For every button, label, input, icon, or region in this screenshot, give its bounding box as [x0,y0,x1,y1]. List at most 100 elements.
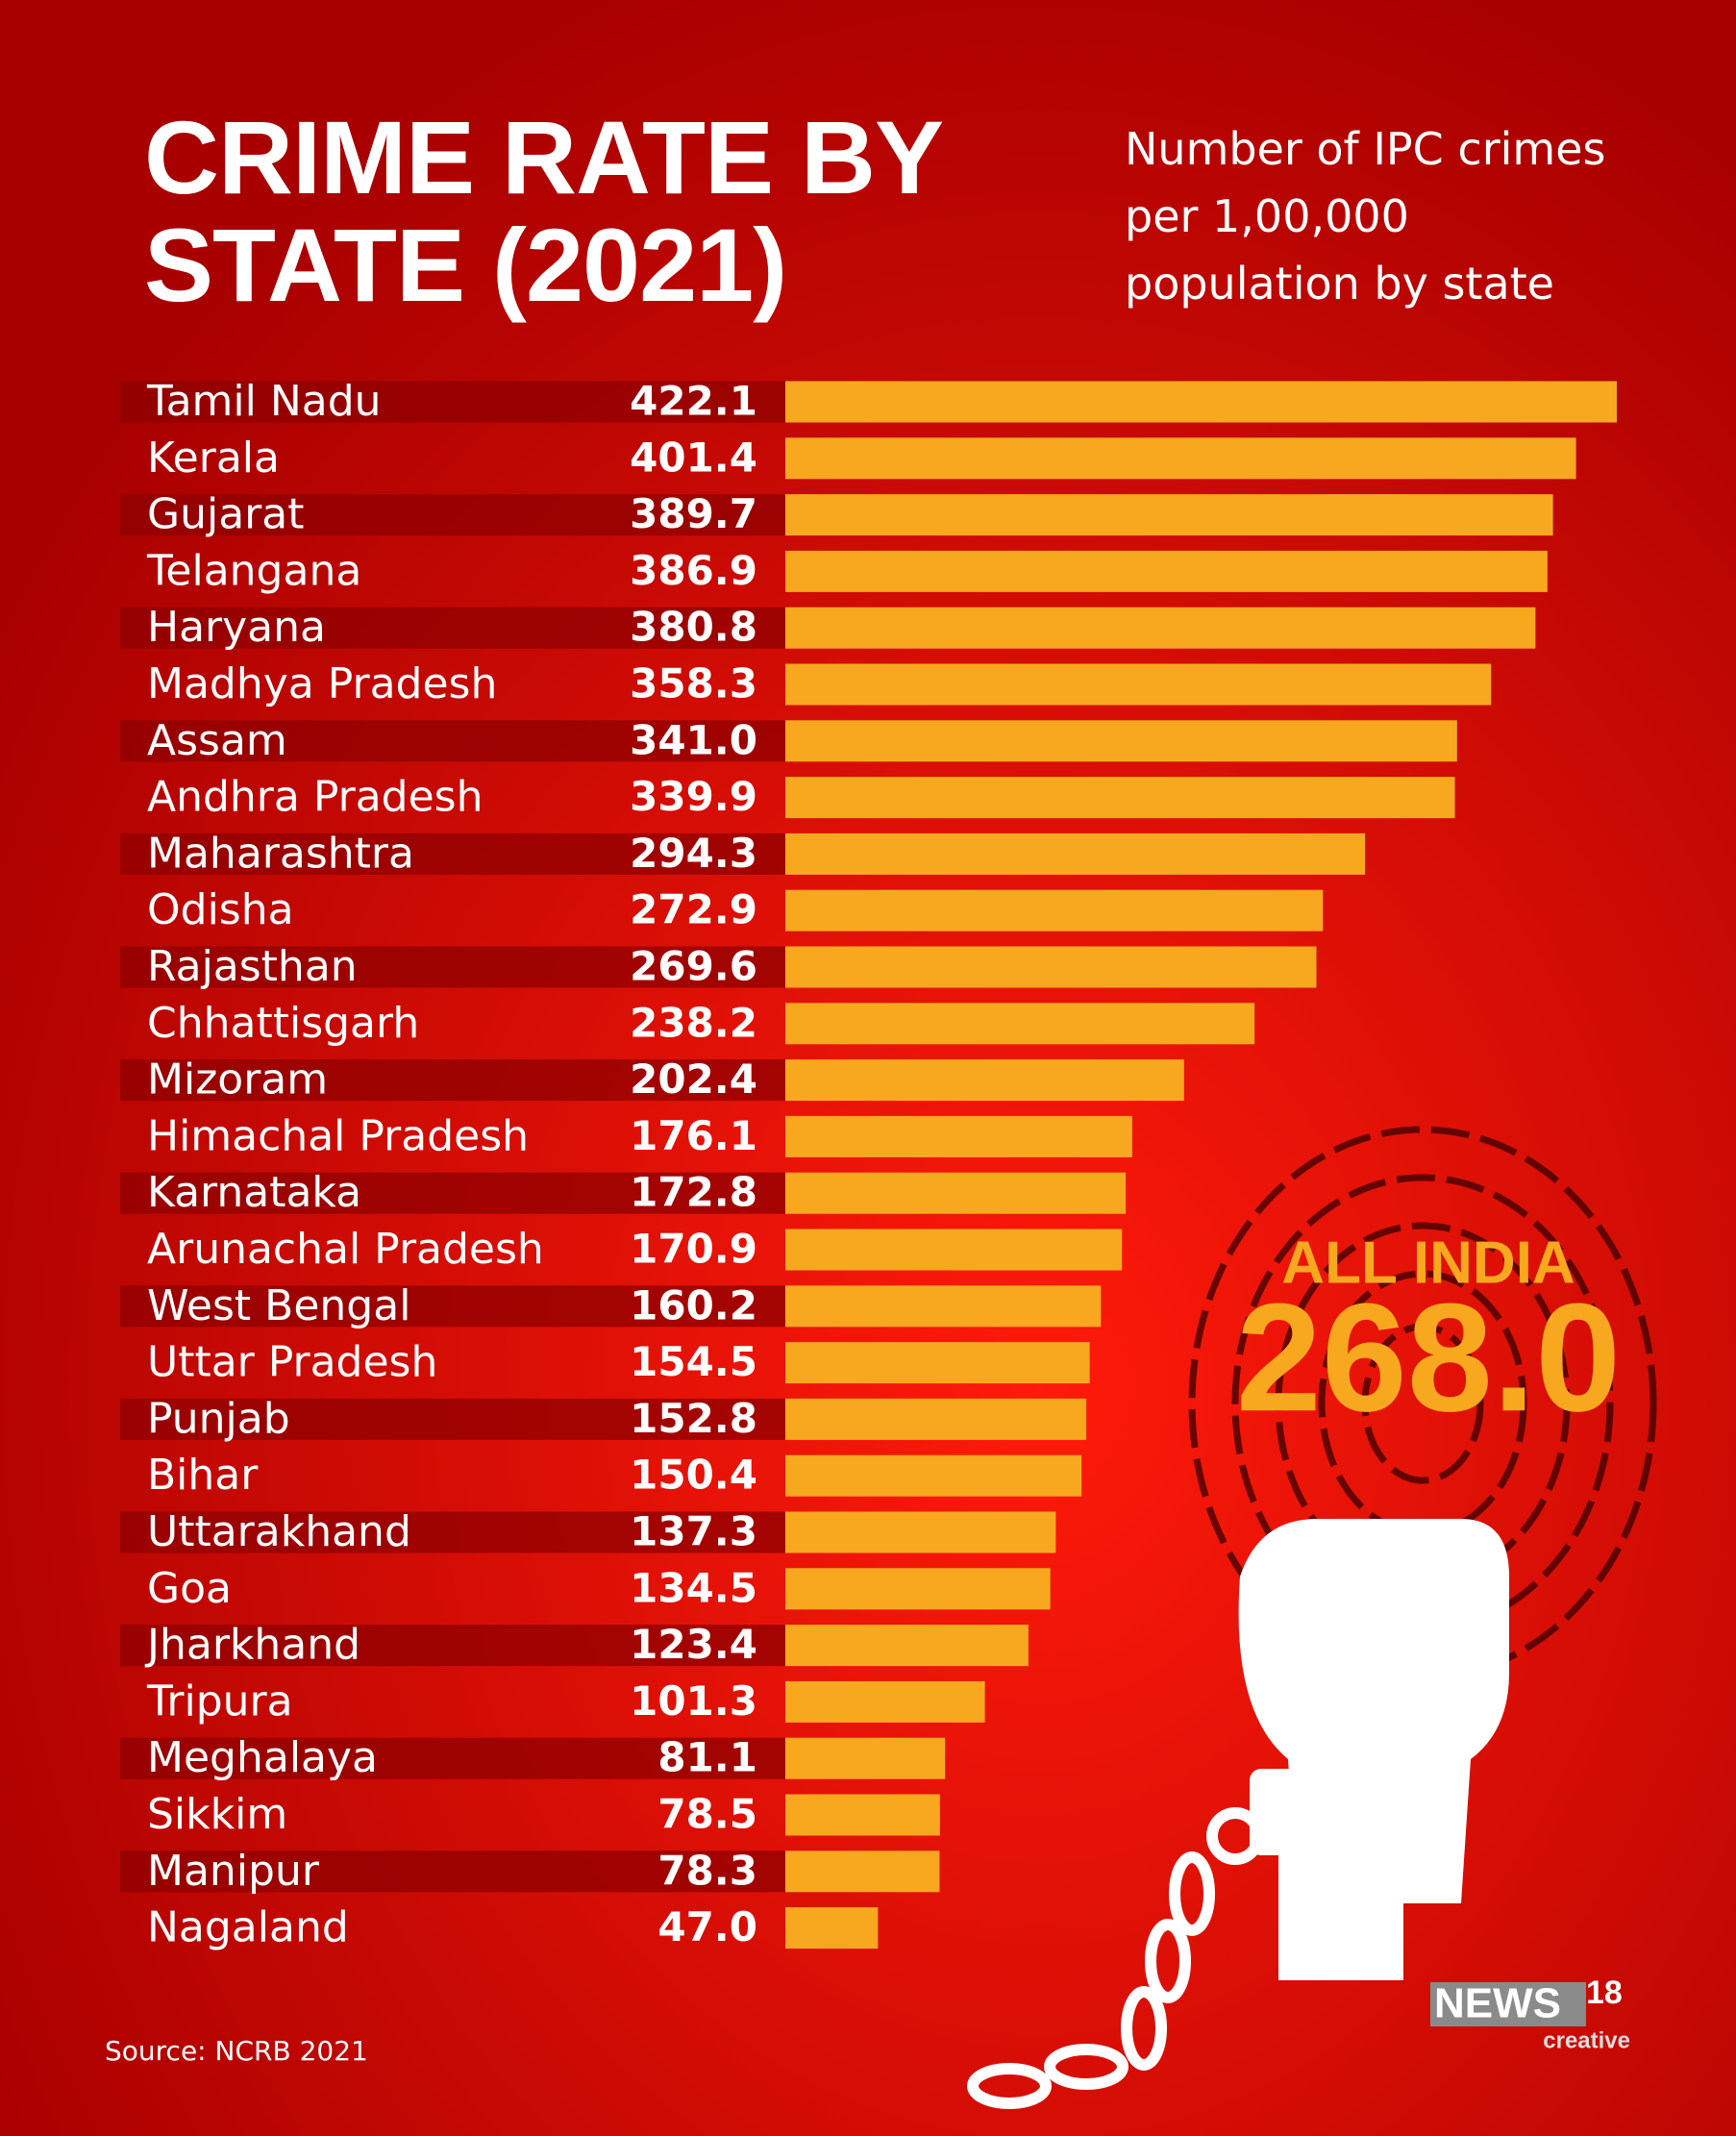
bar [785,607,1536,649]
chain-icon [967,1807,1264,2109]
bar [785,777,1455,819]
row-band [120,1737,785,1779]
fist-icon [1238,1519,1509,1980]
bar [785,1794,940,1836]
value-label: 272.9 [630,886,757,933]
bar [785,1454,1082,1497]
bar [785,1342,1090,1384]
logo-box [1430,1982,1586,2026]
value-label: 47.0 [657,1903,757,1950]
category-label: Mizoram [147,1056,328,1105]
bar [785,1059,1184,1102]
bar [785,832,1366,875]
row-band [120,1398,785,1440]
row-band [120,1625,785,1667]
bar [785,1115,1132,1157]
value-label: 422.1 [630,378,757,425]
category-label: Kerala [147,434,280,483]
value-label: 339.9 [630,773,757,820]
chart-title: CRIME RATE BY STATE (2021) [144,99,942,323]
value-label: 123.4 [630,1621,757,1668]
category-label: Arunachal Pradesh [147,1225,544,1274]
annotation-value: 268.0 [1236,1271,1621,1443]
category-label: Nagaland [147,1903,349,1952]
bar [785,1229,1123,1271]
bar [785,1680,985,1723]
source: Source: NCRB 2021 [105,2035,368,2067]
value-label: 202.4 [630,1056,757,1103]
category-label: Tamil Nadu [146,377,382,426]
category-label: Punjab [147,1394,290,1443]
value-label: 269.6 [630,943,757,990]
category-label: Meghalaya [147,1733,378,1782]
bar [785,381,1617,423]
category-label: Tripura [146,1677,293,1726]
value-label: 172.8 [630,1169,757,1216]
value-label: 78.5 [657,1791,757,1838]
value-label: 358.3 [630,660,757,708]
value-label: 81.1 [657,1734,757,1781]
value-label: 341.0 [630,716,757,763]
bar [785,946,1317,988]
category-label: Haryana [147,603,326,652]
bar [785,889,1324,931]
bar [785,1172,1127,1214]
bar [785,1285,1102,1328]
bar [785,1511,1056,1553]
row-band [120,1511,785,1553]
bar [785,1398,1087,1440]
value-label: 389.7 [630,490,757,537]
category-label: Bihar [147,1451,259,1500]
row-band [120,494,785,536]
category-label: Madhya Pradesh [147,659,497,708]
bar [785,1907,879,1950]
row-band [120,1850,785,1893]
value-label: 380.8 [630,604,757,651]
category-label: Telangana [146,546,361,595]
value-label: 401.4 [630,434,757,481]
category-label: Uttarakhand [147,1507,411,1556]
category-label: Himachal Pradesh [147,1111,529,1160]
value-label: 154.5 [630,1338,757,1385]
bar [785,550,1548,592]
bar [785,1625,1029,1667]
value-label: 78.3 [657,1847,757,1894]
category-label: Sikkim [147,1790,287,1839]
chart-subtitle: Number of IPC crimes per 1,00,000 popula… [1125,123,1606,310]
value-label: 170.9 [630,1226,757,1273]
value-label: 294.3 [630,830,757,877]
category-label: Goa [147,1564,232,1613]
row-band [120,1172,785,1214]
logo-name: NEWS [1434,1980,1561,2027]
bar [785,1003,1255,1045]
bar [785,1737,946,1779]
category-label: Gujarat [147,490,304,539]
bar [785,720,1457,762]
value-label: 152.8 [630,1395,757,1442]
logo-tagline: creative [1543,2027,1630,2053]
category-label: Uttar Pradesh [147,1338,437,1387]
bar [785,494,1553,536]
value-label: 134.5 [630,1564,757,1611]
bar [785,437,1576,480]
row-band [120,720,785,762]
category-label: Andhra Pradesh [147,773,483,822]
category-label: West Bengal [147,1281,410,1330]
value-label: 160.2 [630,1281,757,1329]
value-label: 386.9 [630,547,757,594]
bar [785,1568,1051,1610]
bar [785,663,1492,706]
value-label: 137.3 [630,1508,757,1555]
category-label: Rajasthan [147,942,358,991]
category-label: Manipur [147,1847,320,1896]
category-label: Odisha [147,885,294,934]
bar [785,1850,940,1893]
row-band [120,607,785,649]
category-label: Karnataka [147,1168,361,1217]
category-label: Assam [147,716,287,765]
row-band [120,1285,785,1328]
row-band [120,381,785,423]
row-band [120,946,785,988]
